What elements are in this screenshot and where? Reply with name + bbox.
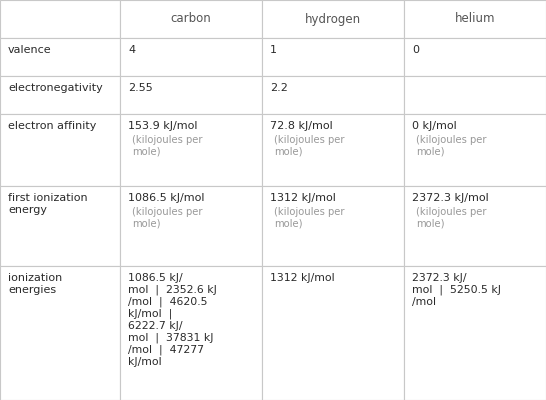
Text: 1312 kJ/mol: 1312 kJ/mol — [270, 273, 335, 283]
Text: (kilojoules per
mole): (kilojoules per mole) — [132, 207, 203, 228]
Text: 2.2: 2.2 — [270, 83, 288, 93]
Text: (kilojoules per
mole): (kilojoules per mole) — [274, 207, 345, 228]
Bar — [262, 0, 404, 38]
Text: 4: 4 — [128, 45, 135, 55]
Bar — [404, 0, 546, 38]
Text: 1312 kJ/mol: 1312 kJ/mol — [270, 193, 336, 203]
Text: 72.8 kJ/mol: 72.8 kJ/mol — [270, 121, 333, 131]
Text: first ionization
energy: first ionization energy — [8, 193, 87, 214]
Text: electronegativity: electronegativity — [8, 83, 103, 93]
Bar — [0, 76, 120, 114]
Bar — [0, 186, 120, 266]
Text: 1086.5 kJ/mol: 1086.5 kJ/mol — [128, 193, 205, 203]
Text: (kilojoules per
mole): (kilojoules per mole) — [416, 207, 486, 228]
Bar — [262, 38, 404, 76]
Bar — [120, 38, 262, 76]
Bar — [262, 266, 404, 400]
Bar — [0, 38, 120, 76]
Bar — [120, 0, 262, 38]
Bar — [262, 114, 404, 186]
Bar — [120, 114, 262, 186]
Text: 1086.5 kJ/
mol  |  2352.6 kJ
/mol  |  4620.5
kJ/mol  |
6222.7 kJ/
mol  |  37831 : 1086.5 kJ/ mol | 2352.6 kJ /mol | 4620.5… — [128, 273, 217, 367]
Bar — [404, 76, 546, 114]
Bar — [404, 186, 546, 266]
Text: carbon: carbon — [170, 12, 211, 26]
Text: ionization
energies: ionization energies — [8, 273, 62, 294]
Bar — [120, 76, 262, 114]
Bar — [262, 76, 404, 114]
Text: 2372.3 kJ/mol: 2372.3 kJ/mol — [412, 193, 489, 203]
Bar — [262, 186, 404, 266]
Bar — [404, 38, 546, 76]
Text: (kilojoules per
mole): (kilojoules per mole) — [274, 135, 345, 156]
Text: (kilojoules per
mole): (kilojoules per mole) — [416, 135, 486, 156]
Bar — [120, 186, 262, 266]
Text: 0: 0 — [412, 45, 419, 55]
Bar — [0, 0, 120, 38]
Text: (kilojoules per
mole): (kilojoules per mole) — [132, 135, 203, 156]
Text: hydrogen: hydrogen — [305, 12, 361, 26]
Text: 0 kJ/mol: 0 kJ/mol — [412, 121, 457, 131]
Bar — [120, 266, 262, 400]
Text: 2372.3 kJ/
mol  |  5250.5 kJ
/mol: 2372.3 kJ/ mol | 5250.5 kJ /mol — [412, 273, 501, 307]
Text: 1: 1 — [270, 45, 277, 55]
Bar — [0, 114, 120, 186]
Text: 2.55: 2.55 — [128, 83, 153, 93]
Text: valence: valence — [8, 45, 52, 55]
Text: 153.9 kJ/mol: 153.9 kJ/mol — [128, 121, 198, 131]
Bar — [404, 266, 546, 400]
Text: helium: helium — [455, 12, 495, 26]
Bar — [0, 266, 120, 400]
Text: electron affinity: electron affinity — [8, 121, 97, 131]
Bar — [404, 114, 546, 186]
